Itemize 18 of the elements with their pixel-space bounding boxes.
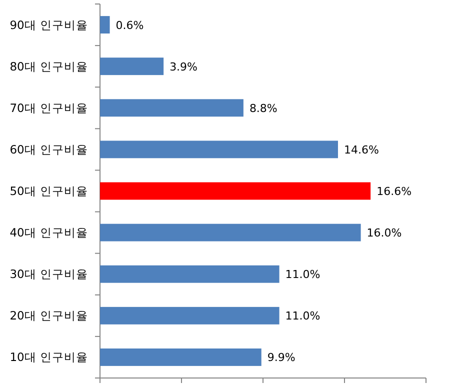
data-label: 8.8% (249, 102, 278, 115)
data-label: 9.9% (267, 351, 296, 364)
data-label: 0.6% (116, 18, 144, 32)
y-tick-label: 80대 인구비율 (10, 59, 88, 74)
data-label: 11.0% (285, 310, 320, 323)
y-tick-label: 60대 인구비율 (10, 142, 88, 156)
data-label: 16.6% (376, 185, 412, 198)
data-label: 16.0% (366, 226, 402, 240)
y-tick-label: 30대 인구비율 (10, 267, 88, 282)
y-tick-label: 90대 인구비율 (10, 18, 88, 32)
y-tick-label: 10대 인구비율 (10, 350, 88, 364)
data-label: 11.0% (285, 268, 320, 282)
y-tick-label: 20대 인구비율 (10, 308, 88, 323)
y-tick-label: 50대 인구비율 (10, 184, 88, 198)
data-label: 14.6% (344, 143, 379, 156)
data-label: 3.9% (170, 60, 198, 74)
y-tick-label: 70대 인구비율 (10, 100, 88, 115)
y-tick-label: 40대 인구비율 (10, 226, 88, 240)
